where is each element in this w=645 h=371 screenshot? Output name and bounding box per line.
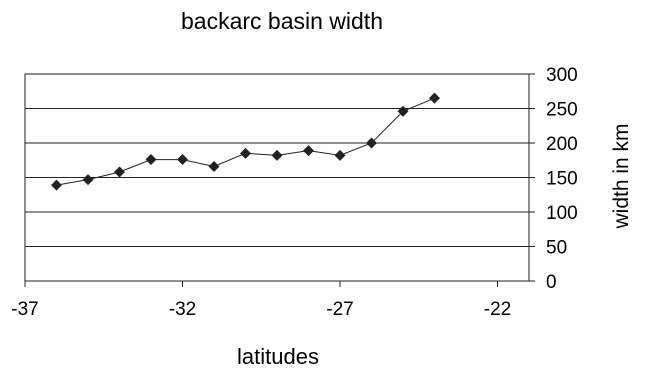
chart-title: backarc basin width <box>181 8 383 34</box>
x-axis: -37 -32 -27 -22 <box>11 281 511 320</box>
series-line <box>56 97 435 186</box>
y-tick-label: 250 <box>546 100 578 121</box>
data-point-marker <box>240 147 251 159</box>
y-tick-label: 300 <box>546 65 578 86</box>
gridlines <box>24 73 530 282</box>
data-point-marker <box>208 160 220 172</box>
data-point-marker <box>82 174 94 186</box>
data-point-marker <box>397 105 409 117</box>
x-tick-label: -27 <box>326 299 353 320</box>
y-tick-label: 150 <box>546 169 578 190</box>
y-tick-label: 50 <box>546 238 567 259</box>
y-axis-title: width in km <box>610 123 633 229</box>
data-point-marker <box>114 166 125 178</box>
y-tick-label: 200 <box>546 134 578 155</box>
x-tick-label: -32 <box>169 299 196 320</box>
data-point-marker <box>51 179 62 191</box>
x-tick-label: -22 <box>484 299 511 320</box>
data-point-marker <box>145 154 157 166</box>
data-point-marker <box>271 149 283 161</box>
data-point-marker <box>303 145 314 157</box>
data-point-marker <box>177 154 188 166</box>
data-series <box>51 92 440 191</box>
y-tick-label: 0 <box>546 272 557 293</box>
x-axis-title: latitudes <box>237 344 319 369</box>
y-axis: 0 50 100 150 200 250 300 <box>529 65 578 293</box>
data-point-marker <box>366 137 377 149</box>
y-tick-label: 100 <box>546 203 578 224</box>
data-point-marker <box>334 149 346 161</box>
data-point-marker <box>429 92 440 104</box>
x-tick-label: -37 <box>11 299 38 320</box>
